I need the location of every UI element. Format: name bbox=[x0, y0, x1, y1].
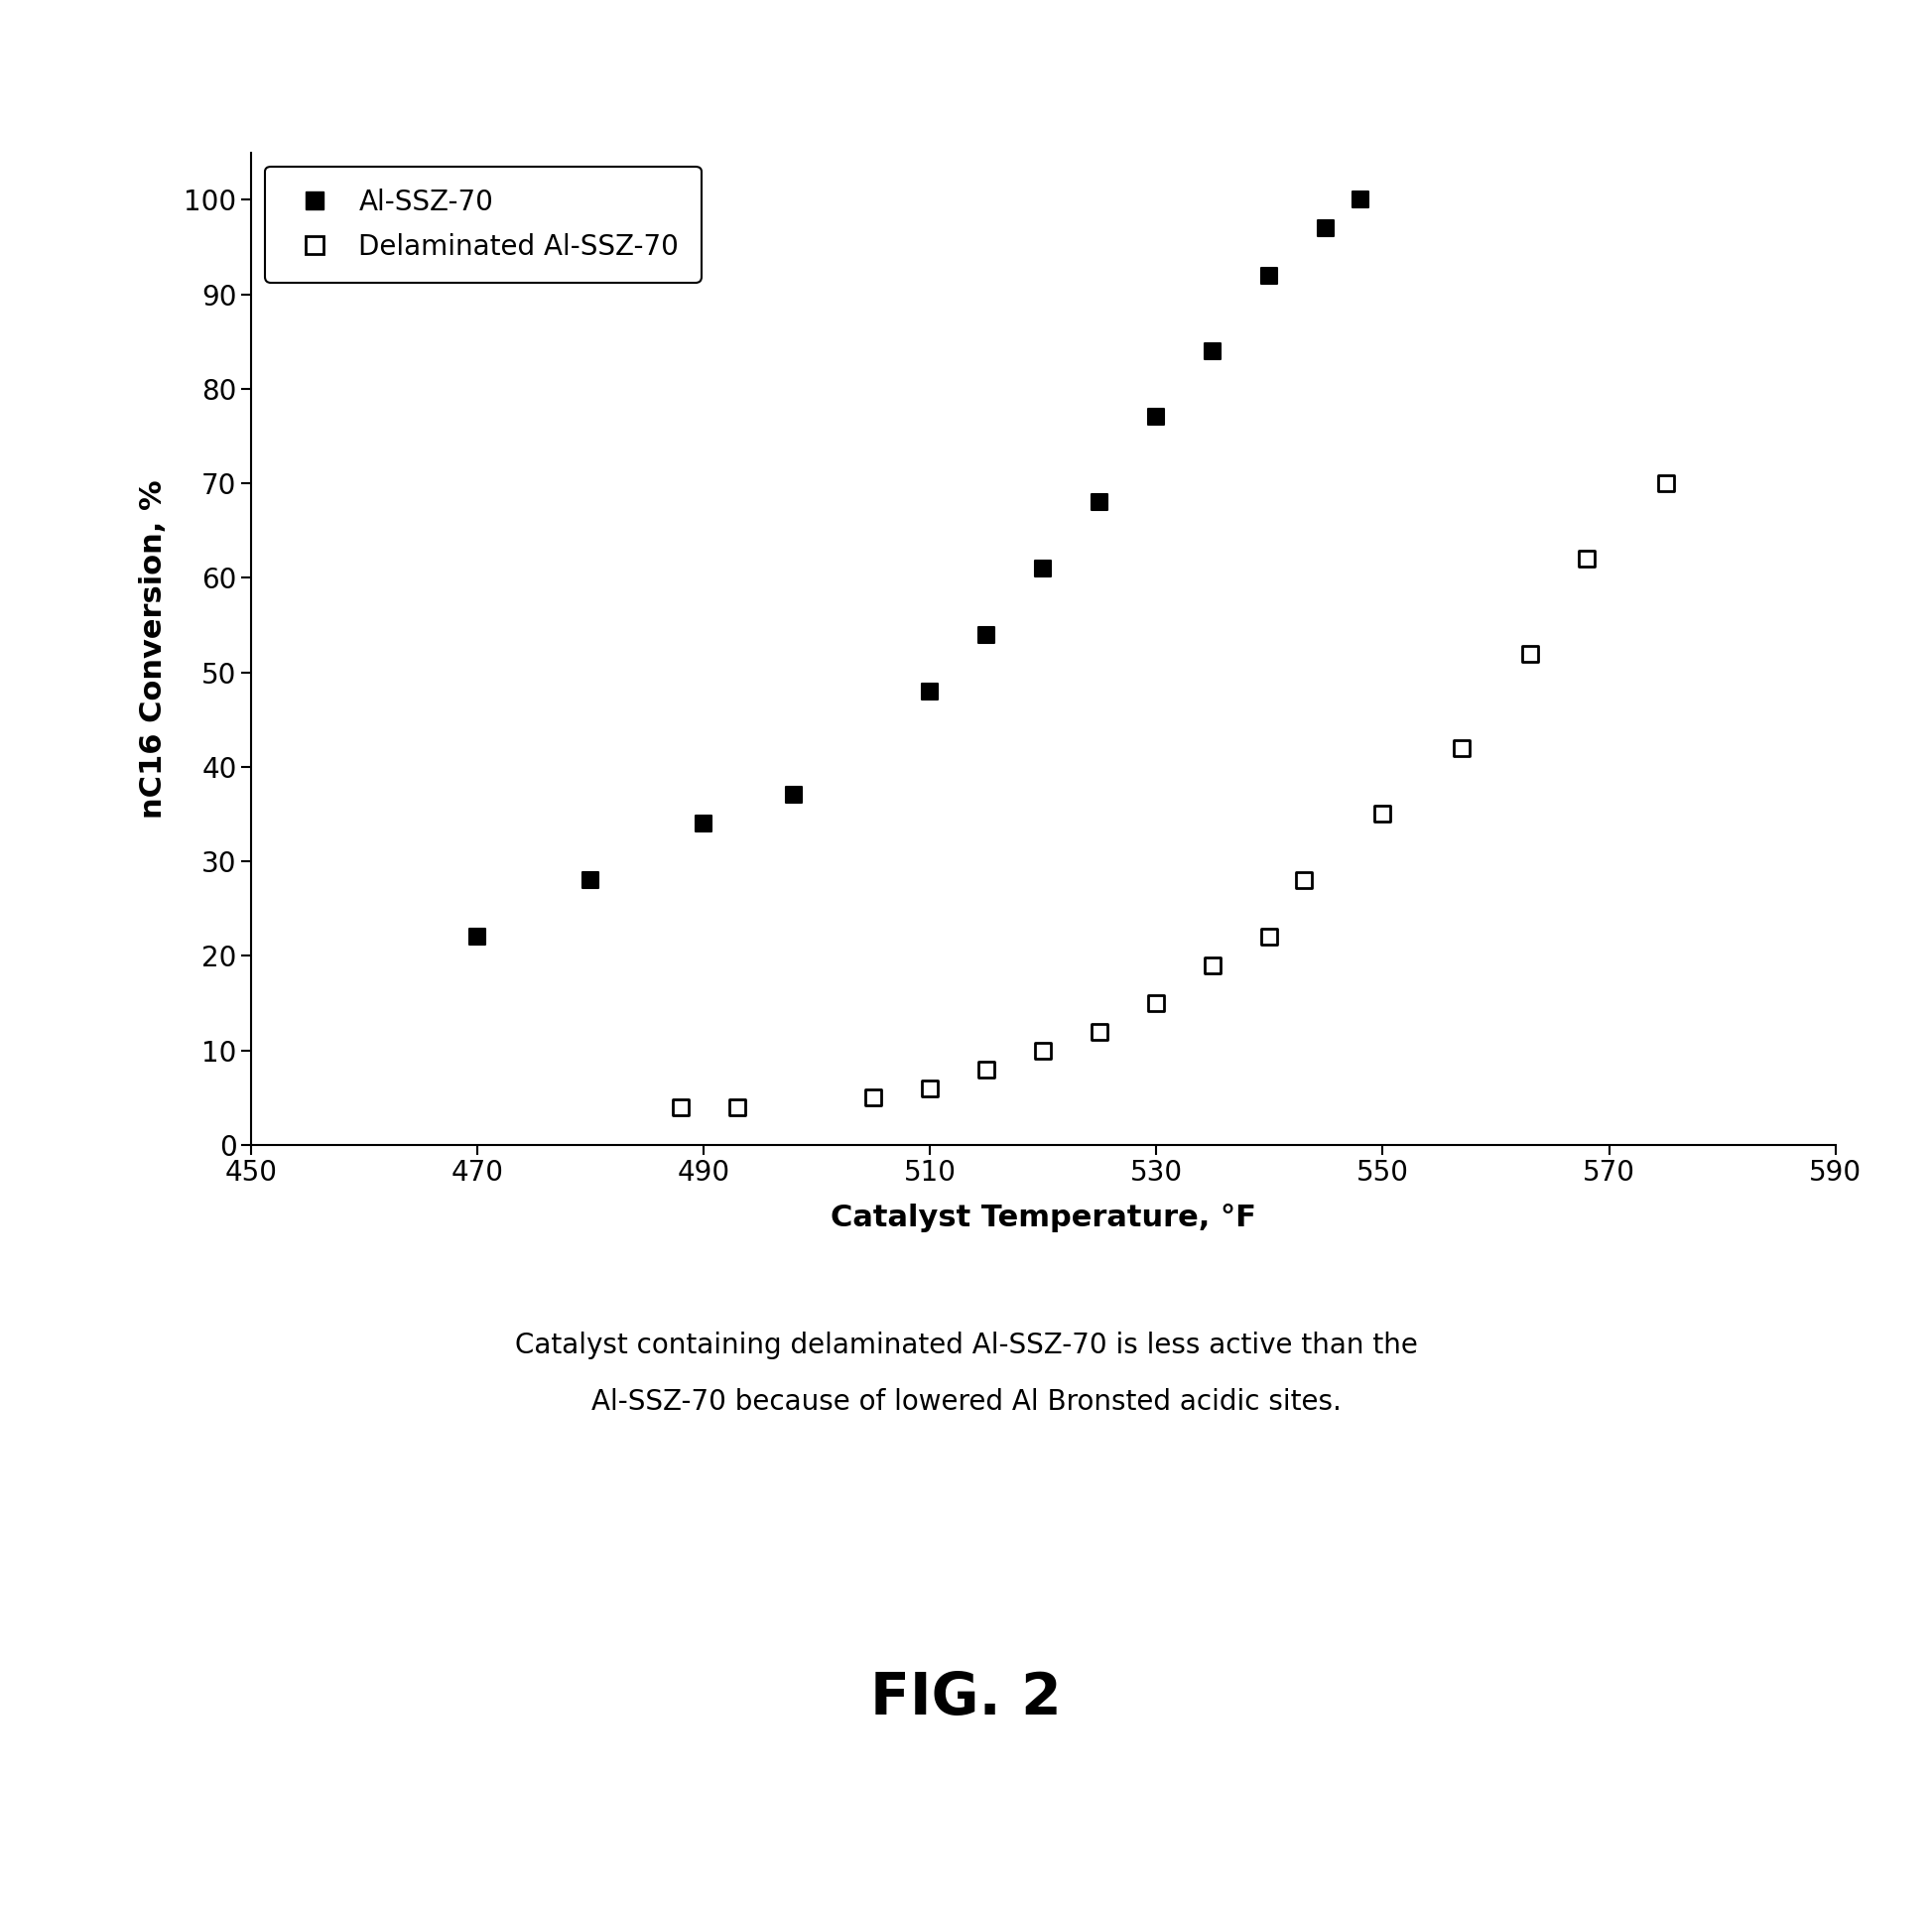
Text: Al-SSZ-70 because of lowered Al Bronsted acidic sites.: Al-SSZ-70 because of lowered Al Bronsted… bbox=[591, 1389, 1341, 1416]
Al-SSZ-70 bbox=[1142, 403, 1173, 433]
Delaminated Al-SSZ-70 bbox=[1084, 1017, 1115, 1047]
Delaminated Al-SSZ-70 bbox=[1028, 1034, 1059, 1065]
Text: FIG. 2: FIG. 2 bbox=[871, 1670, 1061, 1727]
Delaminated Al-SSZ-70 bbox=[1515, 637, 1546, 668]
Delaminated Al-SSZ-70 bbox=[972, 1053, 1003, 1084]
Delaminated Al-SSZ-70 bbox=[1142, 988, 1173, 1019]
Al-SSZ-70 bbox=[1198, 336, 1229, 366]
Al-SSZ-70 bbox=[779, 780, 810, 811]
Al-SSZ-70 bbox=[972, 620, 1003, 651]
Delaminated Al-SSZ-70 bbox=[1254, 922, 1285, 952]
Delaminated Al-SSZ-70 bbox=[1571, 544, 1602, 574]
Al-SSZ-70 bbox=[1345, 185, 1376, 216]
Al-SSZ-70 bbox=[1310, 214, 1341, 244]
Delaminated Al-SSZ-70 bbox=[1447, 733, 1478, 763]
Al-SSZ-70 bbox=[688, 809, 719, 840]
Delaminated Al-SSZ-70 bbox=[667, 1091, 697, 1122]
Al-SSZ-70 bbox=[1084, 487, 1115, 517]
Delaminated Al-SSZ-70 bbox=[858, 1082, 889, 1112]
Delaminated Al-SSZ-70 bbox=[723, 1091, 753, 1122]
Al-SSZ-70 bbox=[576, 864, 607, 895]
Delaminated Al-SSZ-70 bbox=[1198, 950, 1229, 981]
Y-axis label: nC16 Conversion, %: nC16 Conversion, % bbox=[139, 479, 168, 819]
Delaminated Al-SSZ-70 bbox=[914, 1072, 945, 1103]
X-axis label: Catalyst Temperature, °F: Catalyst Temperature, °F bbox=[831, 1204, 1256, 1233]
Al-SSZ-70 bbox=[462, 922, 493, 952]
Delaminated Al-SSZ-70 bbox=[1289, 864, 1320, 895]
Al-SSZ-70 bbox=[1028, 553, 1059, 584]
Legend: Al-SSZ-70, Delaminated Al-SSZ-70: Al-SSZ-70, Delaminated Al-SSZ-70 bbox=[265, 166, 701, 282]
Al-SSZ-70 bbox=[1254, 259, 1285, 290]
Delaminated Al-SSZ-70 bbox=[1368, 799, 1399, 830]
Delaminated Al-SSZ-70 bbox=[1650, 467, 1681, 498]
Text: Catalyst containing delaminated Al-SSZ-70 is less active than the: Catalyst containing delaminated Al-SSZ-7… bbox=[514, 1332, 1418, 1358]
Al-SSZ-70 bbox=[914, 675, 945, 706]
